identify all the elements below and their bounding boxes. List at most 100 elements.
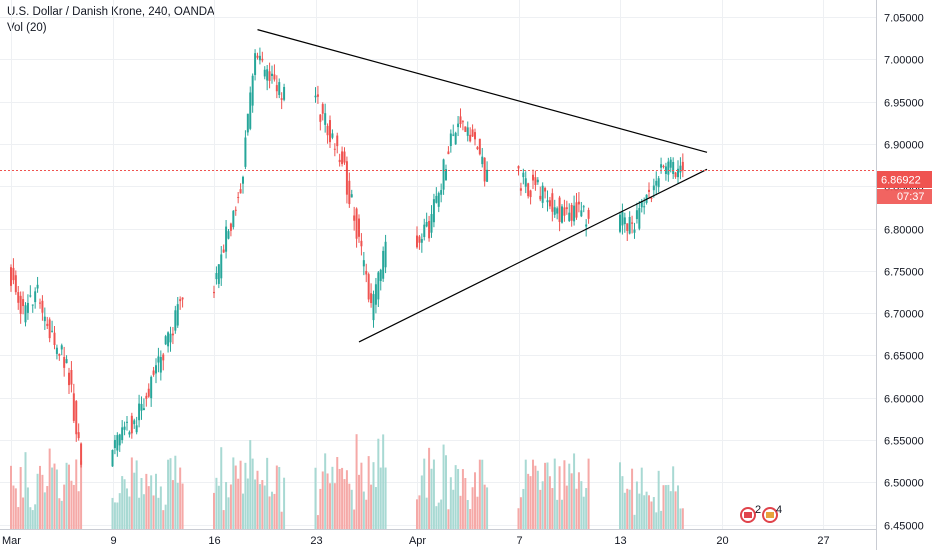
candle-body (169, 333, 172, 343)
volume-bar (345, 470, 348, 529)
volume-indicator-label[interactable]: Vol (20) (7, 22, 47, 34)
volume-bar (278, 466, 281, 529)
candle-body (681, 161, 684, 171)
candle-body (447, 151, 450, 155)
candle-body (466, 127, 469, 136)
candle-body (242, 176, 244, 184)
candle-body (577, 201, 580, 205)
volume-bar (43, 492, 46, 529)
candle-body (621, 211, 624, 226)
candle-body (461, 121, 464, 123)
candle-body (384, 241, 387, 268)
candle-body (553, 207, 556, 215)
volume-bar (476, 496, 479, 529)
candle-body (126, 421, 128, 423)
candle-body (440, 190, 443, 195)
volume-bar (58, 498, 61, 529)
volume-bar (164, 504, 167, 529)
candle-body (150, 376, 153, 399)
candle-body (382, 250, 385, 279)
volume-bar (155, 473, 157, 529)
candle-body (476, 147, 479, 149)
volume-bar (577, 472, 580, 529)
economic-event-flag-2[interactable]: 4 (762, 504, 782, 523)
volume-bar (263, 485, 266, 529)
candle-body (319, 114, 322, 122)
candle-body (582, 206, 585, 208)
x-tick-label: 13 (614, 535, 626, 547)
volume-bar (237, 478, 240, 529)
volume-bar (532, 459, 534, 529)
candle-body (215, 273, 218, 280)
candle-body (631, 222, 634, 224)
volume-bar (669, 491, 672, 529)
candle-body (425, 221, 428, 227)
candle-body (652, 185, 655, 191)
candle-body (145, 395, 148, 399)
candle-body (428, 220, 431, 239)
volume-bar (452, 489, 455, 529)
volume-bar (358, 474, 360, 529)
volume-bar (382, 434, 385, 529)
candle-body (48, 319, 51, 339)
candle-body (544, 188, 547, 192)
volume-bar (379, 467, 382, 529)
volume-bar (283, 477, 286, 529)
y-tick-label: 6.65000 (884, 351, 924, 363)
volume-bar (280, 511, 283, 529)
volume-bar (471, 487, 474, 529)
candle-body (36, 284, 39, 289)
volume-bar (220, 447, 223, 529)
volume-bar (449, 477, 452, 529)
candle-body (162, 354, 165, 361)
volume-bar (181, 483, 184, 529)
volume-bar (536, 470, 539, 529)
candle-body (457, 123, 460, 128)
candle-body (278, 82, 281, 95)
event-count-1: 2 (755, 504, 761, 516)
candle-body (12, 267, 15, 281)
volume-bar (234, 465, 237, 529)
volume-bar (556, 499, 559, 529)
volume-bar (454, 465, 457, 529)
candle-body (353, 215, 356, 221)
candle-body (123, 426, 126, 430)
candle-body (570, 205, 573, 221)
candle-body (370, 293, 373, 304)
volume-bar (648, 495, 650, 529)
volume-bar (314, 467, 317, 529)
candle-body (138, 403, 141, 421)
candle-body (266, 69, 269, 81)
candle-body (358, 218, 360, 237)
candle-body (527, 183, 530, 197)
candle-body (587, 209, 590, 219)
candle-body (437, 193, 440, 207)
volume-bar (77, 491, 80, 529)
volume-bar (118, 493, 121, 529)
candle-body (72, 393, 75, 421)
volume-bar (640, 467, 643, 529)
volume-bar (674, 491, 677, 529)
y-tick-label: 6.95000 (884, 98, 924, 110)
volume-bar (677, 485, 679, 529)
volume-bar (377, 438, 380, 529)
candle-body (432, 199, 435, 223)
candle-body (674, 172, 677, 177)
volume-bar (111, 497, 114, 529)
candle-body (546, 200, 549, 203)
y-tick-label: 6.50000 (884, 478, 924, 490)
volume-bar (580, 481, 583, 529)
volume-bar (41, 474, 44, 529)
y-tick-label: 6.55000 (884, 436, 924, 448)
candle-body (534, 177, 537, 186)
candle-body (452, 134, 455, 136)
economic-event-flag-1[interactable]: 2 (740, 504, 761, 523)
candle-body (551, 193, 554, 212)
volume-bar (551, 488, 554, 529)
last-price-tag (877, 171, 932, 188)
volume-bar (46, 486, 49, 529)
trendlines (257, 29, 708, 343)
volume-bar (24, 452, 27, 529)
candle-body (536, 179, 539, 183)
